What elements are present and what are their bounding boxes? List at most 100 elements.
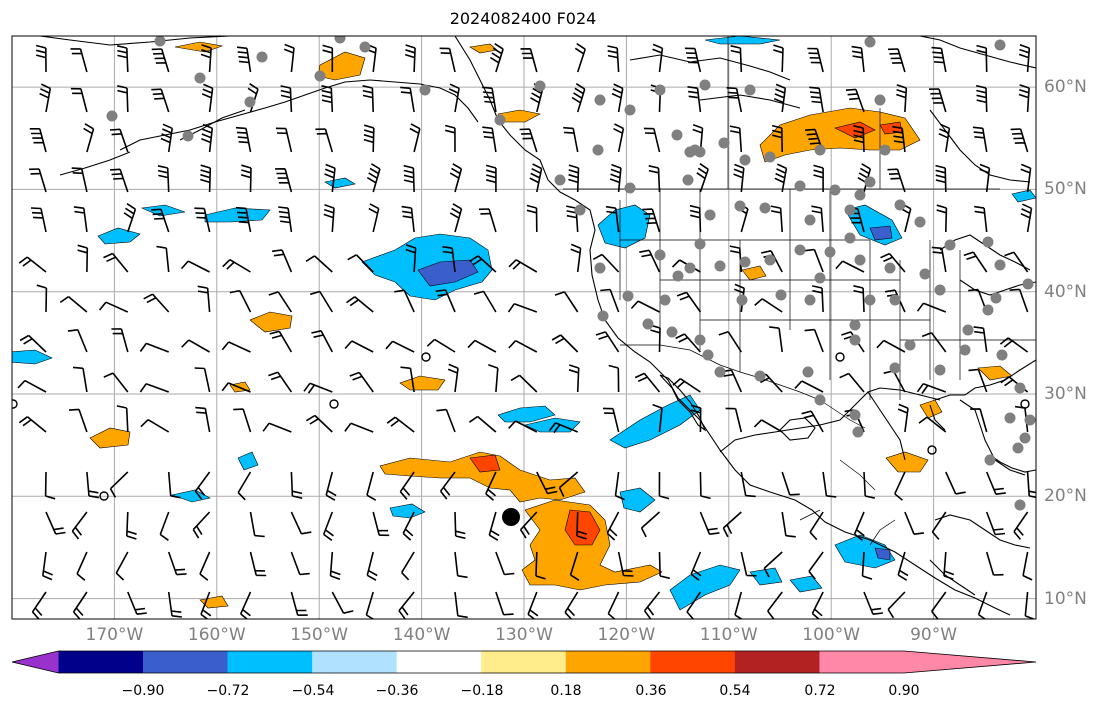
colorbar-tick-label: −0.36 bbox=[375, 683, 419, 699]
wind-barb bbox=[110, 168, 129, 193]
wind-barb bbox=[200, 591, 212, 619]
station-dot bbox=[672, 270, 684, 282]
wind-barb bbox=[609, 163, 622, 193]
wind-barb bbox=[315, 128, 334, 153]
colorbar-tick-label: 0.90 bbox=[888, 683, 920, 699]
station-dot bbox=[702, 349, 714, 361]
wind-barb bbox=[563, 126, 579, 153]
wind-barb bbox=[447, 363, 459, 393]
shaded-region bbox=[524, 417, 581, 433]
station-dot bbox=[622, 290, 634, 302]
map-frame bbox=[11, 35, 1037, 620]
station-dot bbox=[624, 182, 636, 194]
wind-barb bbox=[853, 125, 865, 153]
colorbar-segment bbox=[227, 651, 313, 673]
station-dot bbox=[996, 349, 1008, 361]
wind-barb bbox=[200, 164, 212, 193]
station-dot bbox=[624, 104, 636, 116]
wind-barb bbox=[29, 128, 47, 153]
station-dot bbox=[682, 174, 694, 186]
shaded-region bbox=[249, 311, 293, 333]
wind-barb bbox=[239, 591, 252, 619]
wind-barb bbox=[773, 44, 784, 73]
station-dot bbox=[1004, 412, 1016, 424]
wind-barb bbox=[551, 334, 579, 353]
wind-barb bbox=[235, 126, 252, 153]
colorbar-segment bbox=[58, 651, 144, 673]
wind-barb bbox=[894, 471, 906, 501]
wind-barb bbox=[200, 44, 212, 73]
wind-barb bbox=[600, 288, 620, 313]
latitude-label: 10°N bbox=[1044, 588, 1087, 609]
shaded-region bbox=[469, 454, 501, 473]
station-dot bbox=[804, 294, 816, 306]
calm-marker bbox=[329, 399, 339, 409]
station-dot bbox=[794, 244, 806, 256]
wind-barb bbox=[558, 471, 579, 498]
colorbar-tick-label: 0.72 bbox=[804, 683, 836, 699]
wind-barb bbox=[271, 249, 293, 273]
wind-barb bbox=[770, 205, 783, 233]
political-borders bbox=[563, 36, 1036, 546]
wind-barb bbox=[436, 408, 456, 433]
station-dot bbox=[914, 216, 926, 228]
wind-barb bbox=[366, 551, 378, 581]
wind-barb bbox=[918, 416, 947, 433]
wind-barb bbox=[160, 123, 173, 153]
station-dot bbox=[534, 80, 546, 92]
wind-barb bbox=[467, 339, 497, 353]
colorbar-extension-high bbox=[904, 651, 1036, 673]
colorbar-tick-label: −0.54 bbox=[291, 683, 335, 699]
station-dot bbox=[359, 41, 371, 53]
wind-barb bbox=[853, 285, 865, 313]
station-dot bbox=[744, 84, 756, 96]
wind-barb bbox=[473, 290, 497, 313]
wind-barb bbox=[398, 591, 415, 619]
station-dot bbox=[194, 72, 206, 84]
wind-barb bbox=[617, 551, 634, 577]
wind-barb bbox=[722, 511, 742, 538]
station-dot bbox=[684, 146, 696, 158]
station-dot bbox=[982, 236, 994, 248]
wind-barb bbox=[696, 163, 709, 193]
calm-marker bbox=[99, 491, 109, 501]
wind-barb bbox=[529, 163, 543, 193]
station-dot bbox=[982, 304, 994, 316]
wind-barb bbox=[236, 206, 252, 233]
wind-barb bbox=[485, 471, 497, 501]
wind-barb bbox=[931, 591, 947, 619]
station-dot bbox=[754, 370, 766, 382]
latitude-label: 60°N bbox=[1044, 77, 1087, 98]
wind-barb bbox=[1013, 511, 1029, 540]
wind-barb bbox=[409, 123, 421, 153]
calm-marker bbox=[421, 352, 431, 362]
wind-barb bbox=[801, 410, 824, 433]
station-dot bbox=[874, 94, 886, 106]
wind-barb bbox=[607, 591, 620, 619]
wind-barb bbox=[763, 551, 783, 578]
wind-barb bbox=[689, 204, 702, 233]
colorbar-tick-label: −0.72 bbox=[206, 683, 250, 699]
wind-barb bbox=[730, 45, 743, 73]
wind-barb bbox=[143, 293, 170, 313]
wind-barb bbox=[372, 511, 390, 537]
storm-center-marker bbox=[502, 508, 520, 526]
wind-barb bbox=[781, 511, 796, 538]
wind-barb bbox=[237, 471, 252, 501]
wind-barb bbox=[686, 591, 702, 619]
wind-barb bbox=[68, 408, 88, 433]
wind-barb bbox=[76, 551, 88, 581]
wind-barb bbox=[753, 419, 783, 433]
wind-barb bbox=[402, 511, 415, 541]
wind-barb bbox=[323, 204, 335, 233]
wind-barb bbox=[151, 48, 170, 73]
wind-barb bbox=[892, 125, 906, 153]
wind-barb bbox=[269, 330, 293, 353]
wind-barb bbox=[221, 341, 251, 353]
wind-barb bbox=[845, 88, 865, 113]
wind-barb bbox=[280, 85, 293, 113]
wind-barb bbox=[887, 48, 906, 73]
wind-barb bbox=[813, 164, 824, 192]
wind-barb bbox=[167, 471, 181, 499]
latitude-label: 50°N bbox=[1044, 179, 1087, 200]
